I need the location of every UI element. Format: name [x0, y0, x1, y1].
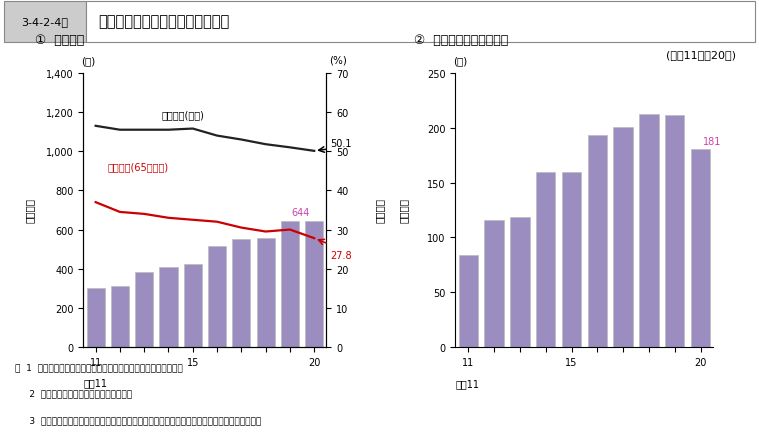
- Bar: [639, 114, 659, 347]
- Bar: [665, 115, 685, 347]
- Text: 3  仮釈放率の算出に当たっては，満期釈放及び仮釈放以外の事由による出所者を除いている。: 3 仮釈放率の算出に当たっては，満期釈放及び仮釈放以外の事由による出所者を除いて…: [15, 415, 261, 424]
- Text: (%): (%): [329, 56, 347, 66]
- Text: 開始人員: 開始人員: [25, 198, 35, 223]
- Text: 平我11: 平我11: [455, 378, 480, 388]
- Text: 高齢者の保護観察開始人員の推移: 高齢者の保護観察開始人員の推移: [99, 14, 230, 30]
- Bar: [536, 172, 556, 347]
- Bar: [184, 265, 202, 347]
- Text: (人): (人): [81, 56, 96, 66]
- Bar: [458, 255, 478, 347]
- Bar: [111, 286, 129, 347]
- Text: 開始人員: 開始人員: [398, 198, 409, 223]
- Bar: [691, 149, 710, 347]
- Bar: [86, 2, 755, 43]
- Text: 平我11: 平我11: [83, 378, 108, 388]
- Bar: [159, 267, 178, 347]
- Text: ①  仮釈放者: ① 仮釈放者: [35, 33, 84, 46]
- Bar: [232, 239, 250, 347]
- Bar: [510, 217, 530, 347]
- Bar: [281, 221, 299, 347]
- Text: (平我11年～20年): (平我11年～20年): [666, 50, 736, 60]
- Text: 644: 644: [291, 208, 310, 218]
- Text: ②  保護観察付執行猫予者: ② 保護観察付執行猫予者: [414, 33, 509, 46]
- Text: 181: 181: [703, 137, 721, 147]
- Bar: [613, 127, 633, 347]
- Bar: [562, 172, 581, 347]
- Text: 3-4-2-4図: 3-4-2-4図: [21, 17, 68, 27]
- Bar: [87, 289, 105, 347]
- Bar: [4, 2, 86, 43]
- Text: (人): (人): [453, 56, 467, 66]
- Bar: [305, 221, 323, 347]
- Text: 27.8: 27.8: [330, 250, 351, 260]
- Text: 仮釈放率: 仮釈放率: [375, 198, 385, 223]
- Bar: [208, 247, 226, 347]
- Bar: [257, 239, 275, 347]
- Text: 仮釈放率(65歳以上): 仮釈放率(65歳以上): [108, 161, 169, 171]
- Bar: [135, 272, 153, 347]
- Text: 注  1  保護統計年報及び法務省大臣官房司法法制部の資料による。: 注 1 保護統計年報及び法務省大臣官房司法法制部の資料による。: [15, 362, 183, 371]
- Text: 仮釈放率(総数): 仮釈放率(総数): [161, 109, 204, 119]
- Text: 50.1: 50.1: [330, 138, 351, 148]
- Text: 2  保護観察に付された日の年齢による。: 2 保護観察に付された日の年齢による。: [15, 389, 132, 398]
- Bar: [587, 136, 607, 347]
- Bar: [484, 220, 504, 347]
